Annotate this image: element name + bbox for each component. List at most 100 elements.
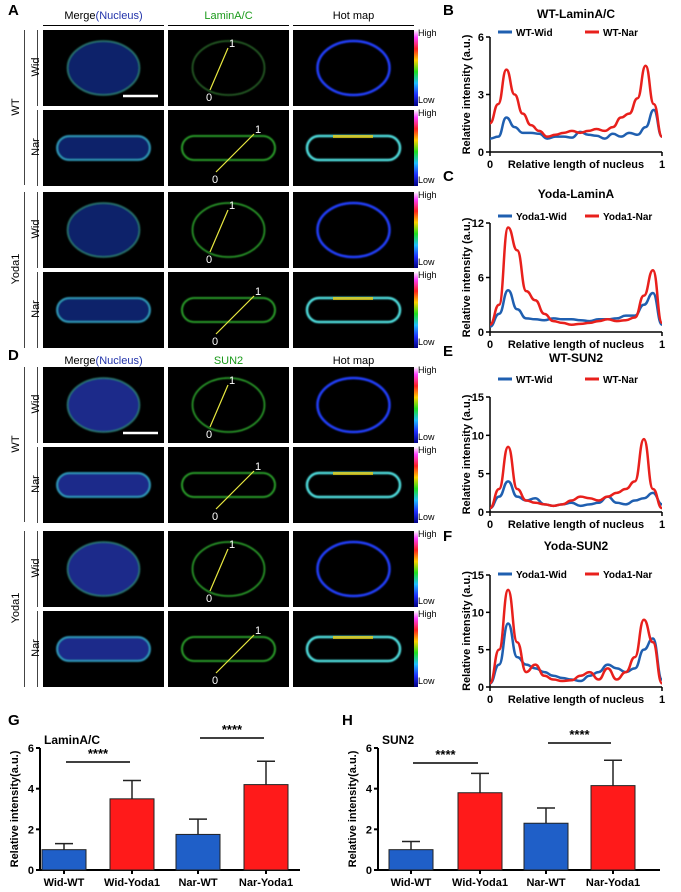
hotmap-image xyxy=(293,272,414,348)
group-bracket xyxy=(24,531,25,687)
x-tick-label: 1 xyxy=(659,159,665,171)
column-header-merge: Merge(Nucleus) xyxy=(43,10,164,22)
profile-line xyxy=(209,47,229,91)
stain-image: 01 xyxy=(168,192,289,268)
merge-image xyxy=(43,611,164,687)
y-tick-label: 6 xyxy=(28,743,34,755)
legend-label: WT-Nar xyxy=(603,28,638,39)
y-tick-label: 0 xyxy=(366,865,372,877)
colorbar-high-label: High xyxy=(418,28,437,38)
legend-label: Yoda1-Nar xyxy=(603,212,652,223)
series-line-yoda1-nar xyxy=(488,588,664,685)
hotmap-image xyxy=(293,110,414,186)
line-end-label: 1 xyxy=(255,625,261,637)
y-axis-label: Relative intensity (a.u.) xyxy=(461,571,473,691)
y-tick-label: 15 xyxy=(472,392,484,404)
group-bracket xyxy=(24,30,25,185)
nucleus-shape xyxy=(191,40,266,96)
colorbar xyxy=(414,192,418,268)
bar-wid-yoda1 xyxy=(457,792,503,871)
series-line-yoda1-nar xyxy=(489,226,664,326)
y-tick-label: 6 xyxy=(478,273,484,285)
y-tick-label: 2 xyxy=(28,824,34,836)
column-header-merge: Merge(Nucleus) xyxy=(43,355,164,367)
chart-title: Yoda-SUN2 xyxy=(544,539,609,553)
chart-title: WT-SUN2 xyxy=(549,351,603,365)
panel-letter: E xyxy=(443,343,453,360)
y-axis-label: Relative intensity (a.u.) xyxy=(461,217,473,337)
significance-label: **** xyxy=(88,746,109,761)
colorbar-high-label: High xyxy=(418,609,437,619)
colorbar xyxy=(414,531,418,607)
colorbar-low-label: Low xyxy=(418,175,435,185)
hot-spot xyxy=(333,297,373,300)
merge-image xyxy=(43,367,164,443)
hotmap-image xyxy=(293,30,414,106)
x-tick-label: 0 xyxy=(487,519,493,531)
y-tick-label: 6 xyxy=(478,32,484,44)
header-rule xyxy=(293,25,414,26)
stain-image: 01 xyxy=(168,367,289,443)
legend-label: Yoda1-Nar xyxy=(603,570,652,581)
nucleus-shape xyxy=(191,541,266,597)
series-line-yoda1-wid xyxy=(489,622,664,685)
nucleus-shape xyxy=(66,541,141,597)
nucleus-shape xyxy=(316,376,391,434)
nucleus-shape xyxy=(191,202,266,258)
panel-letter: B xyxy=(443,2,454,19)
bar-nar-yoda1 xyxy=(243,784,289,871)
x-tick-label: Nar-WT xyxy=(178,877,217,889)
profile-line xyxy=(215,634,255,674)
hotmap-image xyxy=(293,192,414,268)
bar-wid-wt xyxy=(388,849,434,871)
hot-spot xyxy=(333,135,373,138)
line-end-label: 1 xyxy=(229,539,235,551)
line-end-label: 1 xyxy=(255,286,261,298)
line-end-label: 1 xyxy=(255,124,261,136)
bar-nar-yoda1 xyxy=(590,785,636,871)
x-tick-label: 0 xyxy=(487,694,493,706)
panel-letter: A xyxy=(8,2,19,19)
y-axis-label: Relative intensity(a.u.) xyxy=(9,750,21,867)
nucleus-shape xyxy=(191,377,266,433)
x-tick-label: 0 xyxy=(487,339,493,351)
column-header-stain: LaminA/C xyxy=(204,10,253,22)
column-header-hotmap: Hot map xyxy=(332,10,375,22)
colorbar-high-label: High xyxy=(418,529,437,539)
hot-spot xyxy=(333,636,373,639)
profile-line xyxy=(209,384,229,428)
stain-image: 01 xyxy=(168,531,289,607)
row-bracket xyxy=(37,531,38,607)
colorbar-high-label: High xyxy=(418,365,437,375)
nucleus-shape xyxy=(316,39,391,97)
colorbar xyxy=(414,272,418,348)
stain-image: 01 xyxy=(168,272,289,348)
line-start-label: 0 xyxy=(206,92,212,104)
series-line-wt-nar xyxy=(489,437,663,510)
x-tick-label: 0 xyxy=(487,159,493,171)
colorbar xyxy=(414,30,418,106)
x-tick-label: 1 xyxy=(659,339,665,351)
y-axis-label: Relative intensity(a.u.) xyxy=(347,750,359,867)
hotmap-image xyxy=(293,531,414,607)
series-line-wt-nar xyxy=(489,64,664,138)
nucleus-shape xyxy=(66,40,141,96)
nucleus-shape xyxy=(316,540,391,598)
significance-label: **** xyxy=(569,727,590,742)
x-tick-label: Nar-WT xyxy=(526,877,565,889)
legend-label: Yoda1-Wid xyxy=(516,570,567,581)
panel-letter: H xyxy=(342,712,353,729)
merge-image xyxy=(43,447,164,523)
series-line-yoda1-wid xyxy=(489,288,664,328)
y-tick-label: 2 xyxy=(366,824,372,836)
profile-line xyxy=(215,295,255,335)
line-start-label: 0 xyxy=(206,254,212,266)
y-tick-label: 0 xyxy=(478,147,484,159)
bar-nar-wt xyxy=(175,833,221,871)
y-tick-label: 0 xyxy=(28,865,34,877)
line-start-label: 0 xyxy=(212,336,218,348)
line-end-label: 1 xyxy=(229,200,235,212)
x-axis-label: Relative length of nucleus xyxy=(508,694,644,706)
nucleus-label: (Nucleus) xyxy=(95,355,143,367)
line-start-label: 0 xyxy=(206,593,212,605)
